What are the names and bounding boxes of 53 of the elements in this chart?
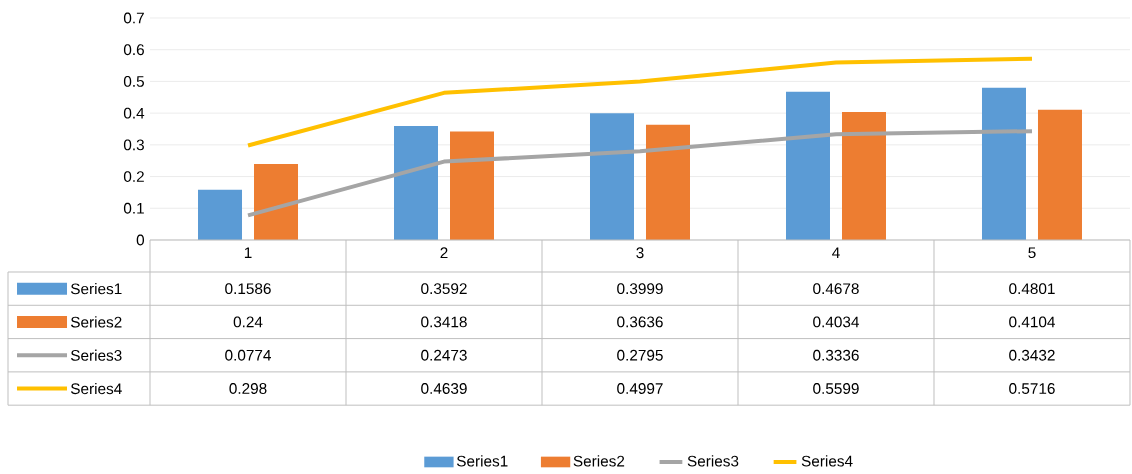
data-label: 0.2473: [421, 349, 467, 361]
legend-label: Series3: [70, 349, 122, 361]
data-label: 0.0774: [225, 349, 271, 361]
x-tick-label: 4: [832, 247, 840, 258]
x-tick-label: 2: [440, 247, 448, 259]
data-label: 0.2795: [617, 349, 663, 361]
data-label: 0.3999: [617, 283, 663, 295]
y-tick-label: 0.7: [123, 12, 144, 24]
data-label: 0.3636: [617, 316, 663, 328]
data-label: 0.3592: [421, 283, 467, 295]
data-label: 0.3432: [1009, 349, 1055, 361]
data-label: 0.5716: [1009, 383, 1055, 394]
data-label: 0.4639: [421, 383, 467, 394]
bar: [842, 112, 886, 240]
legend-label: Series1: [70, 283, 122, 295]
bar: [394, 126, 438, 240]
data-label: 0.3418: [421, 316, 467, 328]
data-label: 0.4104: [1009, 316, 1055, 328]
bar: [786, 91, 830, 240]
data-label: 0.4034: [813, 316, 859, 328]
data-label: 0.4801: [1009, 283, 1055, 295]
text: Series1: [456, 455, 508, 467]
line-series: [246, 56, 1034, 148]
bar: [646, 124, 690, 240]
data-label: 0.298: [229, 383, 267, 394]
legend-label: Series4: [70, 382, 122, 395]
text: Series3: [687, 455, 739, 467]
line-series: [246, 129, 1034, 218]
bar: [981, 87, 1026, 240]
bar: [254, 163, 299, 240]
y-tick-label: 0.6: [123, 44, 144, 56]
y-tick-label: 0.1: [123, 202, 144, 214]
y-tick-label: 0: [136, 234, 145, 246]
data-label: 0.5599: [813, 383, 859, 394]
bar: [1037, 109, 1082, 240]
bar: [450, 131, 494, 240]
data-label: 0.1586: [225, 283, 271, 295]
y-tick-label: 0.2: [123, 171, 144, 182]
y-tick-label: 0.3: [123, 139, 144, 151]
y-tick-label: 0.4: [123, 107, 145, 119]
data-label: 0.3336: [813, 349, 859, 361]
text: Series4: [801, 455, 853, 467]
data-label: 0.24: [233, 316, 263, 328]
legend-label: Series2: [70, 316, 122, 328]
y-tick-label: 0.5: [123, 76, 144, 87]
bar: [590, 113, 634, 240]
text: Series2: [573, 455, 625, 467]
data-label: 0.4678: [813, 283, 859, 295]
x-tick-label: 5: [1028, 247, 1036, 259]
x-tick-label: 1: [244, 247, 252, 258]
bar: [198, 189, 243, 240]
data-label: 0.4997: [617, 383, 663, 394]
x-tick-label: 3: [636, 247, 644, 259]
